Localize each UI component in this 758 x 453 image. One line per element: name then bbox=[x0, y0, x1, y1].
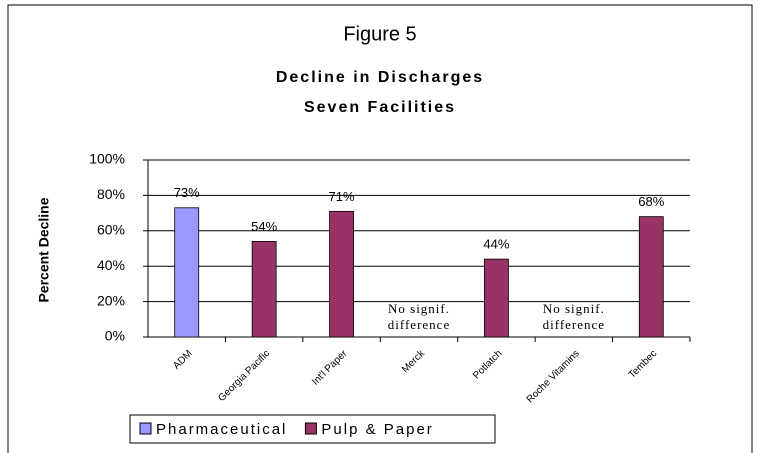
value-label: 54% bbox=[251, 219, 277, 234]
x-tick-label: Int'l Paper bbox=[310, 348, 350, 388]
bar bbox=[638, 216, 664, 338]
bar bbox=[174, 207, 200, 338]
annotation: No signif. bbox=[388, 301, 450, 316]
y-tick-label: 20% bbox=[97, 292, 125, 308]
legend-label: Pharmaceutical bbox=[156, 421, 287, 438]
value-label: 68% bbox=[638, 194, 664, 209]
legend-swatch bbox=[139, 422, 152, 435]
bar bbox=[329, 210, 354, 338]
value-label: 44% bbox=[483, 237, 509, 252]
value-label: 73% bbox=[174, 185, 200, 200]
chart-title: Decline in Discharges bbox=[276, 69, 484, 86]
bar bbox=[484, 258, 509, 338]
y-tick-label: 0% bbox=[105, 328, 125, 344]
x-tick-label: Tembec bbox=[627, 348, 660, 381]
y-tick-label: 40% bbox=[97, 257, 125, 273]
frame bbox=[7, 4, 753, 453]
annotation: difference bbox=[543, 317, 605, 332]
legend-label: Pulp & Paper bbox=[321, 421, 433, 438]
y-tick-label: 80% bbox=[97, 186, 125, 202]
x-tick-label: Georgia Pacific bbox=[216, 348, 272, 404]
annotation: No signif. bbox=[543, 301, 605, 316]
chart-subtitle: Seven Facilities bbox=[304, 99, 456, 116]
figure-label: Figure 5 bbox=[343, 23, 416, 45]
annotation: difference bbox=[388, 317, 450, 332]
legend-swatch bbox=[304, 422, 317, 435]
x-tick-label: Roche Vitamins bbox=[525, 348, 582, 405]
bar bbox=[251, 241, 277, 338]
x-tick-label: Potlatch bbox=[471, 348, 504, 381]
value-label: 71% bbox=[329, 189, 355, 204]
y-tick-label: 100% bbox=[89, 151, 125, 167]
y-tick-label: 60% bbox=[97, 222, 125, 238]
x-tick-label: Merck bbox=[400, 348, 428, 376]
x-tick-label: ADM bbox=[171, 348, 195, 372]
y-axis-title: Percent Decline bbox=[36, 197, 52, 302]
